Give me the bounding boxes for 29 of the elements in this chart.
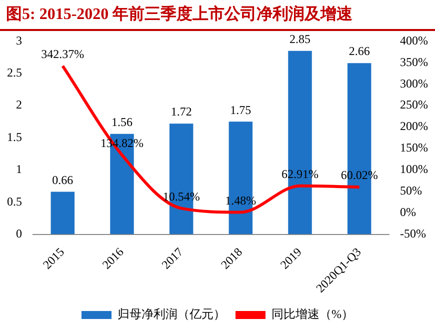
y2-tick-label: 50% (400, 184, 422, 198)
y2-tick-label: 350% (400, 54, 428, 69)
y2-tick-label: 150% (400, 140, 428, 155)
y2-tick-label: 100% (400, 162, 428, 176)
y-tick-label: 0.5 (7, 194, 22, 208)
data-label: 1.56 (112, 115, 132, 130)
y2-tick-label: 300% (400, 76, 428, 90)
chart-title: 图5: 2015-2020 年前三季度上市公司净利润及增速 (0, 0, 435, 31)
y2-tick-label: 200% (400, 119, 428, 134)
data-label: 2.66 (348, 44, 370, 58)
y-tick-label: 1 (16, 162, 22, 176)
y-tick-label: 1.5 (7, 130, 22, 144)
data-label: 2.85 (290, 32, 311, 46)
y2-tick-label: 0% (400, 204, 416, 219)
data-label: 0.66 (52, 172, 74, 187)
data-label: 1.72 (170, 104, 192, 119)
y2-tick-label: 250% (400, 98, 428, 112)
legend-label: 归母净利润（亿元） (118, 307, 226, 322)
y-tick-label: 3 (16, 33, 22, 48)
y-tick-label: 0 (16, 226, 22, 240)
y2-tick-label: 400% (400, 33, 428, 48)
data-label: 342.37% (41, 47, 84, 62)
bar (50, 192, 75, 234)
y-tick-label: 2.5 (7, 66, 22, 80)
y-tick-label: 2 (16, 98, 22, 112)
legend-label: 同比增速（%） (272, 307, 354, 322)
data-label: 1.75 (230, 102, 252, 117)
y2-tick-label: -50% (400, 226, 426, 240)
data-label: 134.82% (100, 136, 144, 150)
